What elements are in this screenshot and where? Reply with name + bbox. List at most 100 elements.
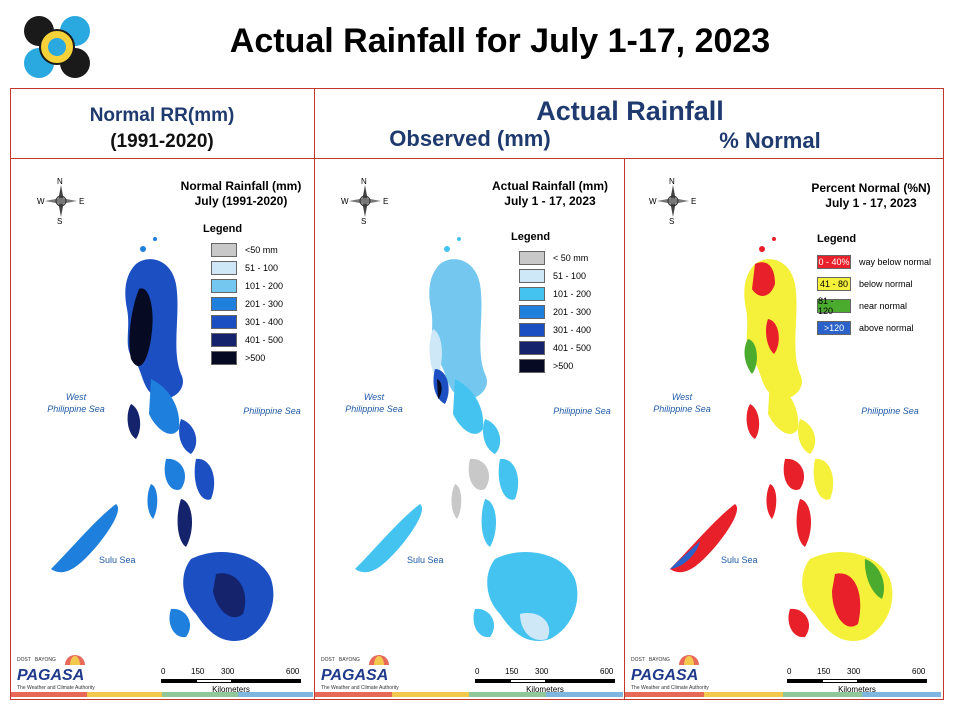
map-title: Actual Rainfall (mm) July 1 - 17, 2023 [485,179,615,209]
legend-item: >120 above normal [817,317,931,339]
legend-swatch: 0 - 40% [817,255,851,269]
philippines-map [355,237,578,641]
map-title-line2: July (1991-2020) [194,194,288,208]
scale-unit: Kilometers [526,685,564,694]
brand-bayong: BAYONG [34,657,56,663]
legend-swatch [211,315,237,329]
legend-label: 101 - 200 [553,289,592,299]
map-title: Normal Rainfall (mm) July (1991-2020) [171,179,311,209]
brand-dost: DOST [631,657,645,663]
sea-west-line2: Philippine Sea [653,404,711,414]
scale-tick: 150 [191,667,205,676]
divider [314,88,315,699]
sea-label-south: Sulu Sea [721,555,758,565]
scale-tick: 600 [286,667,300,676]
map-title-line1: Actual Rainfall (mm) [491,179,608,193]
umbrella-icon [368,655,389,665]
map-title-line2: July 1 - 17, 2023 [504,194,596,208]
compass-e: E [383,197,389,206]
brand-tagline: The Weather and Climate Authority [631,685,709,691]
brand-pagasa: PAGASA [321,667,389,684]
brand-tagline: The Weather and Climate Authority [17,685,95,691]
legend-swatch: 81 - 120 [817,296,851,316]
compass-s: S [669,217,675,226]
header-observed: Observed (mm) [389,126,551,151]
brand-bayong: BAYONG [648,657,670,663]
legend-item: 101 - 200 [519,285,591,303]
slide-title: Actual Rainfall for July 1-17, 2023 [229,22,771,60]
philippines-map [51,237,274,641]
legend-label: 301 - 400 [553,325,592,335]
legend-label: 301 - 400 [245,317,284,327]
legend-label: 401 - 500 [245,335,284,345]
sea-west-line1: West [671,392,693,402]
legend-item: <50 mm [211,241,283,259]
legend-item: 401 - 500 [519,339,591,357]
scale-bar: 0 150 300 600 Kilometers [161,667,301,694]
legend-swatch [211,351,237,365]
pagasa-branding: DOST BAYONG PAGASA The Weather and Clima… [321,653,401,691]
scale-unit: Kilometers [838,685,876,694]
sea-label-east: Philippine Sea [861,406,919,416]
legend-label: <50 mm [245,245,278,255]
map-panel-observed: N S E W Actual Rainfall (mm) July 1 - 17… [315,159,623,697]
header-percent-normal: % Normal [719,128,821,153]
legend-label: >500 [553,361,574,371]
pagasa-logo [22,14,92,80]
legend-swatch [519,305,545,319]
legend-label: >500 [245,353,266,363]
divider [10,158,943,159]
umbrella-icon [678,655,699,665]
legend-title: Legend [203,223,243,235]
scale-tick: 300 [847,667,861,676]
footer-colorbar [11,692,313,697]
compass-e: E [691,197,697,206]
sea-west-line1: West [363,392,385,402]
scale-tick: 600 [600,667,614,676]
legend-label: 51 - 100 [245,263,279,273]
scale-tick: 600 [912,667,926,676]
umbrella-icon [64,655,85,665]
brand-pagasa: PAGASA [17,667,85,684]
legend-item: 201 - 300 [211,295,283,313]
legend-item: 101 - 200 [211,277,283,295]
sea-west-line1: West [65,392,87,402]
legend-swatch [211,243,237,257]
scale-tick: 0 [787,667,792,676]
map-title: Percent Normal (%N) July 1 - 17, 2023 [801,181,941,211]
sea-label-west: West Philippine Sea [41,391,111,415]
brand-pagasa: PAGASA [631,667,699,684]
legend-item: 301 - 400 [519,321,591,339]
scale-tick: 150 [817,667,831,676]
scale-bar: 0 150 300 600 Kilometers [787,667,927,694]
legend-label: way below normal [859,257,932,267]
legend-item: 201 - 300 [519,303,591,321]
philippines-map [670,237,893,641]
legend-swatch [519,359,545,373]
legend-swatch [519,323,545,337]
footer-colorbar [315,692,623,697]
map-title-line2: July 1 - 17, 2023 [825,196,917,210]
legend-label: near normal [859,301,908,311]
legend-label: 101 - 200 [245,281,284,291]
header-normal: Normal RR(mm) (1991-2020) [10,103,314,155]
legend-item: >500 [211,349,283,367]
pagasa-branding: DOST BAYONG PAGASA The Weather and Clima… [17,653,97,691]
map-title-line1: Normal Rainfall (mm) [180,179,302,193]
legend-title: Legend [817,233,857,245]
table-frame [10,88,944,700]
sea-label-south: Sulu Sea [99,555,136,565]
legend-title: Legend [511,231,551,243]
sea-label-south: Sulu Sea [407,555,444,565]
legend-swatch [211,279,237,293]
header-normal-line1: Normal RR(mm) [89,105,235,126]
legend-swatch [211,297,237,311]
sea-label-west: West Philippine Sea [339,391,409,415]
pagasa-branding: DOST BAYONG PAGASA The Weather and Clima… [631,653,711,691]
legend-item: 301 - 400 [211,313,283,331]
legend-swatch [519,251,545,265]
scale-tick: 300 [221,667,235,676]
compass-n: N [57,177,63,186]
header-normal-line2: (1991-2020) [110,131,214,152]
compass-icon [657,185,689,217]
